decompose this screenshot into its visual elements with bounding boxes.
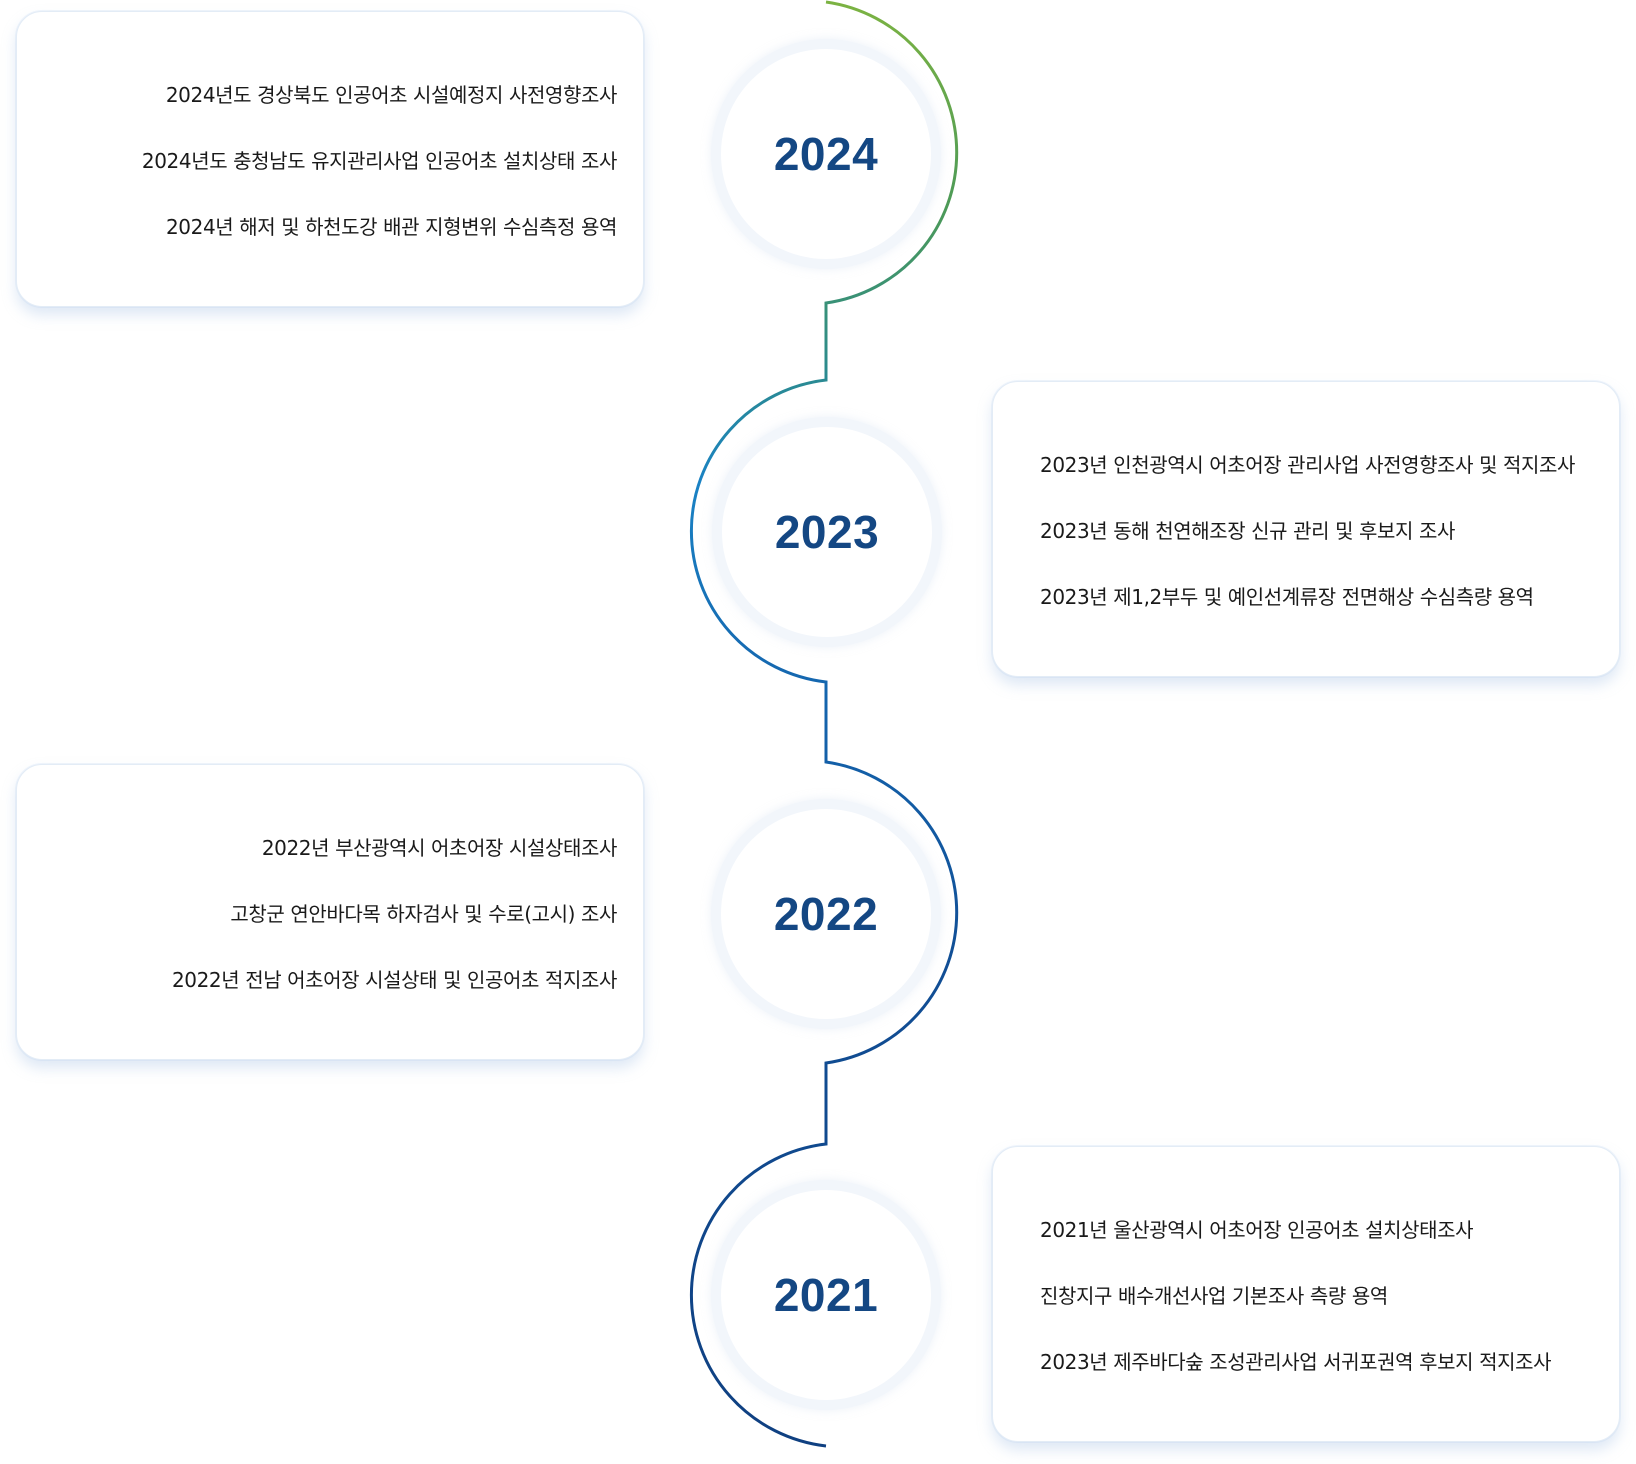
project-item: 2024년도 경상북도 인공어초 시설예정지 사전영향조사 (165, 83, 618, 107)
project-item: 2021년 울산광역시 어초어장 인공어초 설치상태조사 (1040, 1218, 1474, 1242)
project-list-2022: 2022년 부산광역시 어초어장 시설상태조사 고창군 연안바다목 하자검사 및… (172, 835, 617, 1033)
timeline-card-2022: 2022년 부산광역시 어초어장 시설상태조사 고창군 연안바다목 하자검사 및… (16, 764, 644, 1060)
year-label: 2023 (774, 506, 880, 558)
year-circle-2021: 2021 (711, 1180, 941, 1410)
year-label: 2021 (773, 1269, 879, 1321)
project-item: 2023년 인천광역시 어초어장 관리사업 사전영향조사 및 적지조사 (1040, 453, 1576, 477)
project-item: 2024년 해저 및 하천도강 배관 지형변위 수심측정 용역 (165, 215, 617, 239)
year-label: 2022 (773, 888, 879, 940)
project-item: 2023년 제1,2부두 및 예인선계류장 전면해상 수심측량 용역 (1040, 585, 1534, 609)
project-item: 고창군 연안바다목 하자검사 및 수로(고시) 조사 (230, 902, 617, 926)
project-item: 2023년 동해 천연해조장 신규 관리 및 후보지 조사 (1040, 519, 1456, 543)
project-item: 2022년 부산광역시 어초어장 시설상태조사 (261, 836, 618, 860)
year-circle-2024: 2024 (711, 39, 941, 269)
timeline-card-2021: 2021년 울산광역시 어초어장 인공어초 설치상태조사 진창지구 배수개선사업… (992, 1146, 1620, 1442)
project-list-2021: 2021년 울산광역시 어초어장 인공어초 설치상태조사 진창지구 배수개선사업… (1040, 1217, 1551, 1415)
year-label: 2024 (773, 128, 879, 180)
timeline-card-2023: 2023년 인천광역시 어초어장 관리사업 사전영향조사 및 적지조사 2023… (992, 381, 1620, 677)
project-item: 진창지구 배수개선사업 기본조사 측량 용역 (1040, 1284, 1388, 1308)
project-list-2023: 2023년 인천광역시 어초어장 관리사업 사전영향조사 및 적지조사 2023… (1040, 452, 1575, 650)
project-list-2024: 2024년도 경상북도 인공어초 시설예정지 사전영향조사 2024년도 충청남… (142, 82, 617, 280)
timeline-card-2024: 2024년도 경상북도 인공어초 시설예정지 사전영향조사 2024년도 충청남… (16, 11, 644, 307)
project-item: 2024년도 충청남도 유지관리사업 인공어초 설치상태 조사 (141, 149, 617, 173)
year-circle-2022: 2022 (711, 799, 941, 1029)
project-item: 2022년 전남 어초어장 시설상태 및 인공어초 적지조사 (171, 968, 617, 992)
year-circle-2023: 2023 (712, 417, 942, 647)
project-item: 2023년 제주바다숲 조성관리사업 서귀포권역 후보지 적지조사 (1040, 1350, 1552, 1374)
